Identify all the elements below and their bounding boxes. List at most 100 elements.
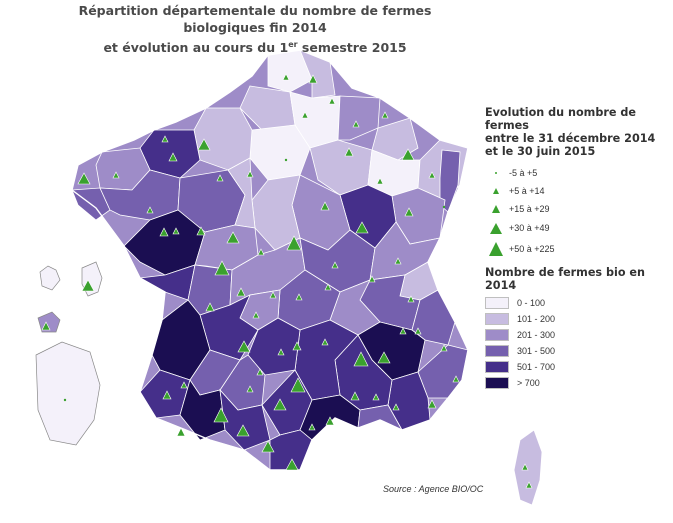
- map-title-line2: et évolution au cours du 1er semestre 20…: [60, 36, 450, 56]
- legend-count-label: 501 - 700: [517, 362, 556, 372]
- evolution-triangle: [213, 407, 229, 423]
- evolution-triangle: [226, 231, 240, 244]
- france-outline: [71, 49, 469, 471]
- map-title: Répartition départementale du nombre de …: [60, 2, 450, 56]
- evolution-triangle: [353, 351, 369, 367]
- evolution-triangle: [285, 458, 299, 471]
- evolution-triangle: [161, 135, 169, 143]
- legend-count-item: 501 - 700: [485, 359, 670, 375]
- evolution-triangle: [521, 463, 529, 471]
- legend-evolution-item: +15 à +29: [485, 200, 670, 218]
- legend-evolution-title-line2: entre le 31 décembre 2014: [485, 132, 656, 145]
- evolution-triangle: [77, 172, 91, 185]
- evolution-triangle: [308, 74, 318, 84]
- legend-evolution-label: +15 à +29: [509, 204, 550, 214]
- legend-count-item: 101 - 200: [485, 311, 670, 327]
- evolution-triangle: [112, 171, 120, 179]
- triangle-icon: [489, 242, 503, 256]
- legend-swatch: [485, 361, 509, 373]
- evolution-triangle: [172, 227, 180, 235]
- legend-evolution-item: +5 à +14: [485, 182, 670, 200]
- evolution-triangle: [331, 261, 339, 269]
- evolution-dot: [63, 398, 67, 402]
- department-fills: [35, 49, 543, 506]
- evolution-triangle: [525, 481, 533, 489]
- source-note: Source : Agence BIO/OC: [383, 484, 484, 494]
- title-line2-end: semestre 2015: [297, 40, 407, 56]
- evolution-triangle: [295, 293, 303, 301]
- overseas-guyane: [35, 341, 101, 446]
- evolution-triangle: [328, 97, 336, 105]
- legend-swatch: [485, 313, 509, 325]
- legend-count-item: > 700: [485, 375, 670, 391]
- legend-evolution-title-line1: Evolution du nombre de fermes: [485, 106, 636, 132]
- evolution-triangle: [320, 201, 330, 211]
- legend-evolution-title: Evolution du nombre de fermes entre le 3…: [485, 106, 670, 158]
- legend-count-item: 0 - 100: [485, 295, 670, 311]
- evolution-triangle: [269, 291, 277, 299]
- triangle-icon: [492, 205, 500, 213]
- evolution-triangle: [256, 368, 264, 376]
- map-title-line1: Répartition départementale du nombre de …: [78, 3, 432, 35]
- department-borders: [71, 49, 469, 471]
- evolution-triangle: [325, 416, 335, 426]
- evolution-triangle: [252, 311, 260, 319]
- legend-evolution-label: -5 à +5: [509, 168, 538, 178]
- evolution-triangle: [41, 321, 51, 331]
- legend-evolution-item: +50 à +225: [485, 238, 670, 260]
- evolution-triangle: [180, 381, 188, 389]
- evolution-triangle: [376, 177, 384, 185]
- evolution-triangle: [257, 248, 265, 256]
- evolution-triangle: [440, 344, 448, 352]
- evolution-triangle: [404, 207, 414, 217]
- legend-count-label: 0 - 100: [517, 298, 546, 308]
- evolution-triangle: [237, 340, 251, 353]
- evolution-triangle: [350, 391, 360, 401]
- dot-icon: [495, 172, 497, 174]
- evolution-triangle: [176, 427, 186, 437]
- evolution-triangle: [290, 377, 306, 393]
- evolution-triangle: [308, 423, 316, 431]
- legend: Evolution du nombre de fermes entre le 3…: [485, 106, 670, 391]
- evolution-triangle: [352, 120, 360, 128]
- evolution-triangle: [168, 152, 178, 162]
- evolution-triangle: [427, 399, 437, 409]
- evolution-triangle: [214, 260, 230, 276]
- legend-swatch: [485, 297, 509, 309]
- evolution-triangle: [292, 341, 302, 351]
- evolution-dot: [284, 158, 288, 162]
- evolution-triangle: [324, 283, 332, 291]
- legend-count-title: Nombre de fermes bio en 2014: [485, 266, 645, 292]
- evolution-triangle: [277, 348, 285, 356]
- evolution-triangle: [368, 275, 376, 283]
- title-line2-start: et évolution au cours du 1: [103, 40, 289, 56]
- triangle-icon: [493, 188, 499, 194]
- evolution-triangle: [381, 111, 389, 119]
- evolution-triangles: [41, 73, 533, 489]
- legend-count-label: 301 - 500: [517, 346, 556, 356]
- legend-evolution-item: -5 à +5: [485, 164, 670, 182]
- evolution-triangle: [399, 327, 407, 335]
- evolution-triangle: [246, 385, 254, 393]
- evolution-triangle: [81, 279, 95, 292]
- evolution-triangle: [146, 206, 154, 214]
- evolution-triangle: [196, 226, 206, 236]
- legend-evolution-title-line3: et le 30 juin 2015: [485, 145, 596, 158]
- evolution-triangle: [273, 398, 287, 411]
- evolution-triangle: [159, 227, 169, 237]
- legend-count-item: 201 - 300: [485, 327, 670, 343]
- legend-evolution-item: +30 à +49: [485, 218, 670, 238]
- evolution-triangle: [162, 390, 172, 400]
- evolution-triangle: [197, 138, 211, 151]
- evolution-triangle: [452, 375, 460, 383]
- evolution-triangle: [355, 221, 369, 234]
- corsica: [513, 429, 543, 506]
- legend-evolution-label: +5 à +14: [509, 186, 545, 196]
- legend-evolution-label: +50 à +225: [509, 244, 555, 254]
- evolution-triangle: [286, 235, 302, 251]
- evolution-triangle: [205, 302, 215, 312]
- legend-evolution-label: +30 à +49: [509, 223, 550, 233]
- legend-count-label: 101 - 200: [517, 314, 556, 324]
- legend-count-label: > 700: [517, 378, 540, 388]
